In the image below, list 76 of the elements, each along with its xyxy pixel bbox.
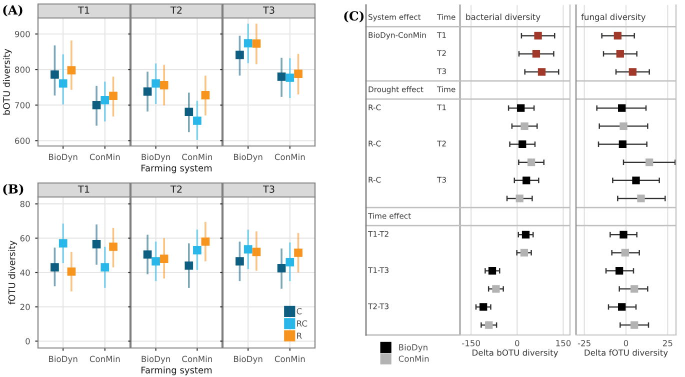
legend-label: R (297, 332, 302, 339)
chart-title: T2 (170, 6, 182, 14)
x-axis-title: Farming system (142, 164, 212, 174)
point (618, 104, 626, 112)
x-axis-title: Delta bOTU diversity (472, 349, 558, 358)
point (621, 248, 629, 257)
x-tick-label: BioDyn (49, 356, 78, 364)
y-tick-label: 800 (15, 66, 30, 73)
x-tick-label: ConMin (182, 356, 212, 362)
x-tick-label: 0 (515, 340, 520, 346)
x-tick-label: 25 (662, 340, 672, 346)
x-tick-label: BioDyn (234, 154, 262, 162)
point (616, 50, 624, 58)
point (520, 248, 528, 257)
y-tick-label: 40 (20, 269, 30, 276)
point (630, 321, 638, 329)
x-tick-label: ConMin (274, 154, 305, 160)
x-tick-label: 0 (624, 340, 628, 346)
point (480, 303, 488, 311)
text: fungal diversity (581, 14, 646, 22)
point (616, 266, 624, 275)
point (516, 194, 524, 202)
x-tick-label: BioDyn (234, 356, 262, 364)
point (522, 230, 530, 238)
x-tick-label: ConMin (90, 356, 120, 362)
point (632, 176, 640, 184)
chart-title: T3 (262, 185, 274, 193)
x-tick-label: ConMin (274, 356, 305, 362)
chart-title: T2 (170, 185, 182, 193)
x-tick-label: -25 (578, 340, 590, 346)
x-tick-label: 150 (556, 340, 571, 346)
text: (A) (3, 4, 22, 16)
x-tick-label: BioDyn (49, 154, 78, 162)
point (620, 230, 628, 238)
point (488, 266, 496, 275)
x-tick-label: BioDyn (142, 356, 170, 364)
y-tick-label: 60 (20, 235, 30, 242)
legend-label: C (296, 308, 302, 314)
point (614, 32, 622, 40)
y-tick-label: 700 (15, 102, 30, 108)
y-axis-title: fOTU diversity (8, 240, 17, 304)
x-axis-title: Delta fOTU diversity (584, 349, 668, 358)
y-tick-label: 900 (14, 30, 30, 38)
point (618, 140, 626, 148)
x-axis-title: Farming system (142, 366, 212, 376)
chart-title: T1 (78, 186, 90, 193)
point (637, 194, 645, 202)
x-tick-label: -150 (462, 340, 480, 346)
legend-label: RC (297, 320, 308, 327)
point (628, 68, 636, 76)
chart-title: T1 (78, 6, 90, 14)
point (527, 158, 536, 166)
point (518, 140, 526, 148)
y-tick-label: 600 (15, 138, 30, 144)
point (618, 303, 626, 311)
text: bacterial diversity (466, 14, 540, 22)
point (517, 104, 525, 112)
point (646, 158, 654, 166)
chart-title: T3 (262, 6, 274, 14)
y-tick-label: 20 (20, 304, 30, 310)
point (532, 50, 540, 58)
point (620, 122, 628, 130)
x-tick-label: ConMin (182, 154, 212, 160)
point (485, 321, 493, 329)
text: (C) (344, 10, 364, 22)
point (534, 32, 542, 40)
x-tick-label: ConMin (90, 154, 120, 160)
y-axis-title: bOTU diversity (2, 48, 12, 115)
point (538, 68, 546, 76)
point (630, 285, 638, 293)
point (520, 122, 528, 130)
point (522, 176, 530, 184)
y-tick-label: 80 (20, 200, 30, 208)
x-tick-label: BioDyn (142, 154, 170, 162)
point (492, 285, 500, 293)
text: (B) (3, 184, 24, 196)
